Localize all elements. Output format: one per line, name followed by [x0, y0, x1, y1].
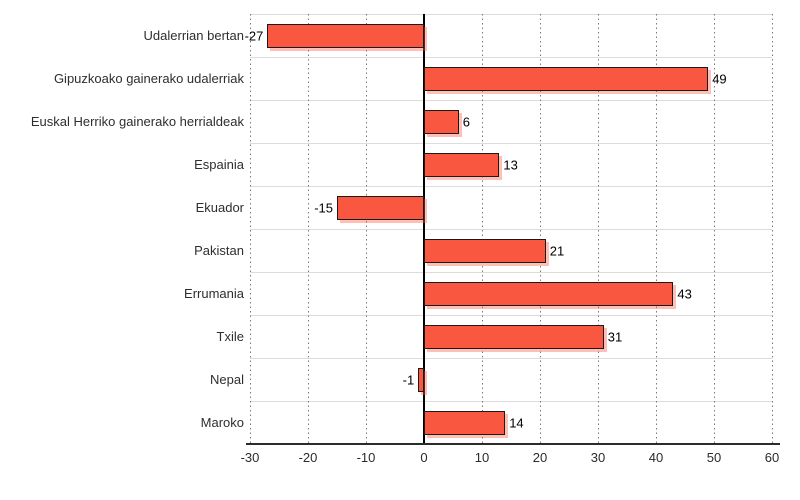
x-tick-label: 50 [706, 450, 722, 465]
row-separator [250, 272, 772, 273]
bar-value-label: -1 [402, 372, 415, 387]
bar-value-label: 31 [607, 329, 623, 344]
row-separator [250, 401, 772, 402]
gridline [655, 14, 657, 444]
x-axis-ticks: -30 -20 -10 0 10 20 30 40 50 60 [241, 450, 780, 468]
bar [424, 281, 674, 306]
gridline [597, 14, 599, 444]
row-separator [250, 358, 772, 359]
gridline [307, 14, 309, 444]
category-label: Txile [216, 329, 244, 344]
category-label: Pakistan [194, 243, 244, 258]
x-tick-label: -30 [240, 450, 260, 465]
bar [424, 152, 500, 177]
bar [267, 23, 424, 48]
row-separator [250, 100, 772, 101]
category-label: Udalerrian bertan [143, 28, 244, 43]
bar [424, 66, 709, 91]
bar [424, 238, 546, 263]
x-tick-label: -20 [298, 450, 318, 465]
gridline [539, 14, 541, 444]
category-label: Maroko [200, 415, 244, 430]
gridline [249, 14, 251, 444]
gridline [481, 14, 483, 444]
category-label: Espainia [194, 157, 244, 172]
bar-value-label: 43 [677, 286, 692, 301]
bar-value-label: 6 [462, 114, 471, 129]
x-tick-label: 10 [474, 450, 490, 465]
bar [424, 109, 459, 134]
row-separator [250, 186, 772, 187]
x-tick-label: 40 [648, 450, 664, 465]
gridline [365, 14, 367, 444]
bar-value-label: 49 [712, 71, 727, 86]
category-label: Ekuador [195, 200, 244, 215]
x-tick-label: 60 [764, 450, 780, 465]
x-tick-label: 0 [420, 450, 428, 465]
bar [418, 367, 424, 392]
bar [337, 195, 424, 220]
row-separator [250, 315, 772, 316]
plot-area: -27 49 6 13 -15 21 43 31 -1 14 [245, 14, 773, 444]
bar [424, 410, 506, 435]
row-separator [250, 229, 772, 230]
row-separator [250, 143, 772, 144]
x-tick-label: 30 [590, 450, 606, 465]
category-label: Nepal [210, 372, 244, 387]
row-separator [250, 14, 772, 15]
x-axis-line [246, 443, 780, 445]
category-axis: Udalerrian bertan Gipuzkoako gainerako ud… [0, 14, 244, 444]
zero-line [422, 14, 426, 444]
bar-value-label: -15 [314, 200, 333, 215]
row-separator [250, 57, 772, 58]
category-label: Euskal Herriko gainerako herrialdeak [30, 114, 244, 129]
bar-value-label: 21 [549, 243, 565, 258]
x-tick-label: 20 [532, 450, 548, 465]
bar-value-label: 13 [503, 157, 518, 172]
bar-value-label: 14 [509, 415, 524, 430]
category-label: Errumania [184, 286, 244, 301]
gridline [713, 14, 715, 444]
x-tick-label: -10 [356, 450, 376, 465]
bar-value-label: -27 [244, 28, 264, 43]
category-label: Gipuzkoako gainerako udalerriak [53, 71, 244, 86]
bar [424, 324, 604, 349]
gridline [771, 14, 773, 444]
